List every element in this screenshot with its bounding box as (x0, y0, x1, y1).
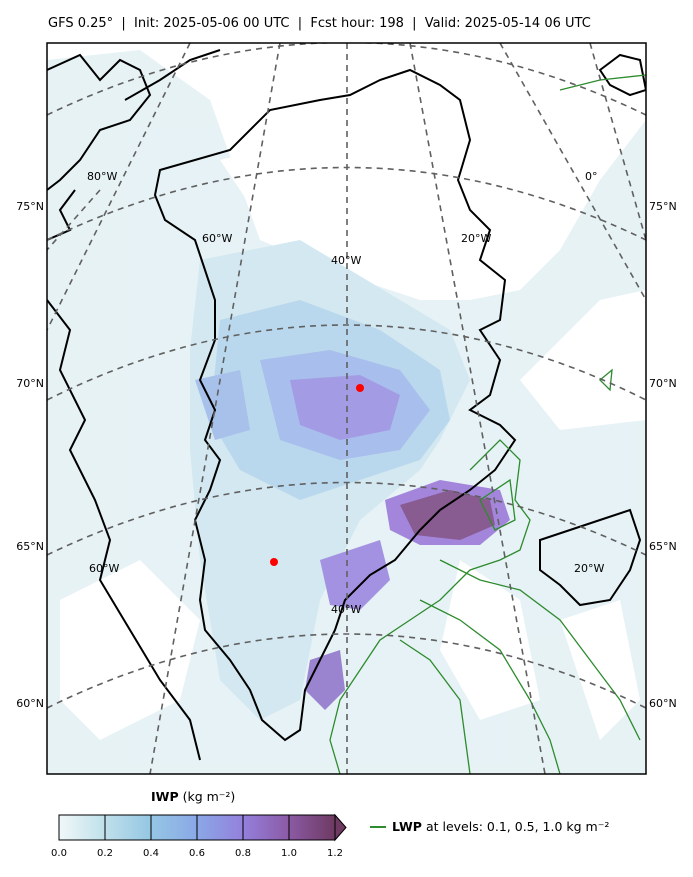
canada-coastline (47, 49, 221, 761)
lat-label-left-60: 60°N (16, 697, 44, 710)
lon-label-40w-lower: 40°W (331, 603, 361, 616)
legend-var: LWP (392, 819, 422, 834)
lon-label-0: 0° (585, 170, 598, 183)
colorbar-tick-0: 0.0 (51, 848, 67, 859)
marker-south (270, 558, 278, 566)
lat-label-right-65: 65°N (649, 540, 677, 553)
lwp-contours (329, 74, 646, 774)
lwp-legend: LWP at levels: 0.1, 0.5, 1.0 kg m⁻² (370, 819, 609, 834)
lon-label-60w-lower: 60°W (89, 562, 119, 575)
legend-line-swatch (370, 825, 386, 828)
colorbar-tick-3: 0.6 (189, 848, 205, 859)
colorbar (58, 813, 347, 842)
lat-label-right-70: 70°N (649, 377, 677, 390)
graticule (47, 43, 646, 774)
colorbar-tick-4: 0.8 (235, 848, 251, 859)
lon-label-80w: 80°W (87, 170, 117, 183)
lat-label-left-65: 65°N (16, 540, 44, 553)
map-title: GFS 0.25° | Init: 2025-05-06 00 UTC | Fc… (48, 16, 591, 31)
lon-label-20w-lower: 20°W (574, 562, 604, 575)
colorbar-tick-2: 0.4 (143, 848, 159, 859)
colorbar-title-var: IWP (151, 789, 179, 804)
lat-label-left-70: 70°N (16, 377, 44, 390)
colorbar-title: IWP (kg m⁻²) (151, 789, 235, 804)
clear-sky-areas (60, 140, 646, 740)
lat-label-right-60: 60°N (649, 697, 677, 710)
lat-label-left-75: 75°N (16, 200, 44, 213)
iceland-coastline (539, 508, 642, 607)
marker-north (356, 384, 364, 392)
colorbar-tick-6: 1.2 (327, 848, 343, 859)
map-frame (46, 42, 647, 775)
colorbar-tick-1: 0.2 (97, 848, 113, 859)
lon-label-20w-upper: 20°W (461, 232, 491, 245)
colorbar-tick-5: 1.0 (281, 848, 297, 859)
colorbar-extend-arrow (334, 813, 347, 842)
lon-label-40w-upper: 40°W (331, 254, 361, 267)
lat-label-right-75: 75°N (649, 200, 677, 213)
lon-label-60w-upper: 60°W (202, 232, 232, 245)
legend-levels: at levels: 0.1, 0.5, 1.0 kg m⁻² (425, 819, 610, 834)
colorbar-title-unit: (kg m⁻²) (182, 789, 236, 804)
greenland-coastline (153, 68, 517, 742)
svalbard-coastline (598, 53, 646, 97)
